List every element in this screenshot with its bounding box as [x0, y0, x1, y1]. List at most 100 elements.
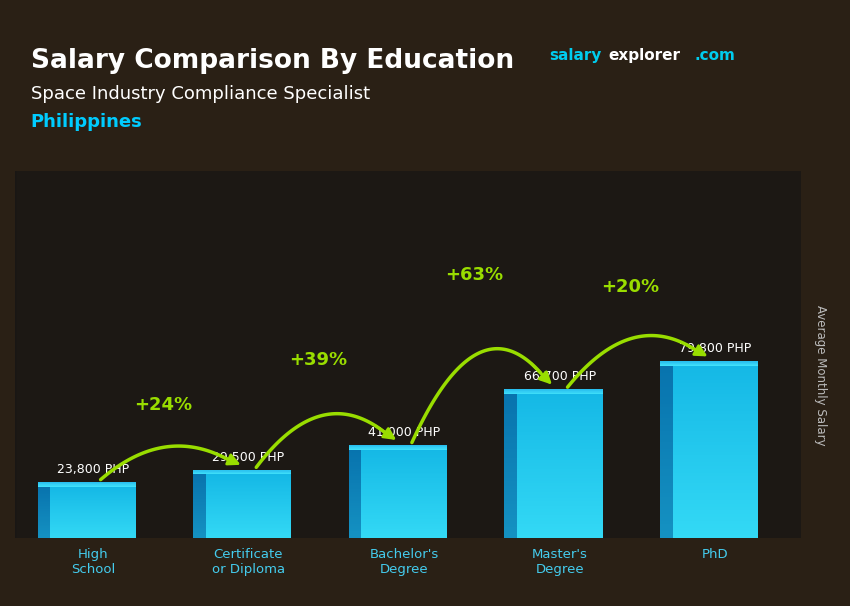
Bar: [193, 493, 206, 494]
Bar: [37, 487, 50, 489]
Bar: [660, 393, 672, 397]
Bar: [37, 512, 50, 513]
Bar: [361, 511, 447, 513]
Bar: [193, 483, 206, 485]
Bar: [517, 483, 603, 486]
Bar: [348, 501, 361, 502]
Bar: [361, 468, 447, 471]
Bar: [505, 431, 517, 435]
Bar: [517, 498, 603, 501]
Bar: [50, 488, 136, 490]
Bar: [361, 501, 447, 502]
Bar: [660, 472, 672, 476]
Bar: [505, 390, 603, 395]
Bar: [517, 434, 603, 438]
Bar: [348, 479, 361, 481]
Bar: [50, 486, 136, 488]
Bar: [361, 495, 447, 498]
Bar: [348, 502, 361, 504]
Bar: [348, 504, 361, 506]
Bar: [672, 365, 758, 370]
Bar: [517, 411, 603, 415]
Bar: [505, 428, 517, 431]
Bar: [672, 531, 758, 534]
Bar: [50, 504, 136, 505]
Bar: [206, 520, 292, 522]
Bar: [193, 533, 206, 534]
Bar: [193, 518, 206, 520]
Bar: [517, 534, 603, 538]
Bar: [361, 518, 447, 521]
Bar: [193, 516, 206, 518]
Bar: [348, 454, 361, 457]
Bar: [672, 490, 758, 493]
Bar: [505, 494, 517, 498]
Bar: [206, 521, 292, 523]
Bar: [37, 508, 50, 509]
Bar: [660, 496, 672, 500]
Bar: [672, 386, 758, 390]
Bar: [348, 478, 361, 480]
Bar: [672, 373, 758, 376]
Bar: [348, 474, 361, 476]
Bar: [206, 482, 292, 484]
Bar: [361, 525, 447, 527]
Bar: [660, 438, 672, 442]
Bar: [206, 498, 292, 500]
Bar: [505, 425, 517, 429]
Bar: [348, 514, 361, 517]
Bar: [505, 448, 517, 451]
Bar: [505, 391, 603, 392]
Bar: [505, 408, 517, 411]
Bar: [50, 507, 136, 508]
Bar: [660, 482, 672, 487]
Bar: [206, 506, 292, 507]
Bar: [193, 474, 206, 476]
Bar: [361, 509, 447, 511]
Bar: [361, 460, 447, 462]
Bar: [672, 400, 758, 404]
Bar: [206, 490, 292, 492]
Text: +24%: +24%: [133, 396, 192, 415]
Bar: [37, 490, 50, 492]
Bar: [660, 527, 672, 531]
Bar: [348, 522, 361, 524]
Bar: [193, 498, 206, 500]
Bar: [348, 490, 361, 492]
Bar: [660, 486, 672, 490]
Bar: [193, 524, 206, 525]
Bar: [50, 514, 136, 516]
Bar: [50, 527, 136, 529]
Bar: [517, 486, 603, 489]
Bar: [505, 511, 517, 515]
Bar: [206, 530, 292, 531]
Bar: [517, 405, 603, 408]
Bar: [361, 505, 447, 508]
Bar: [361, 513, 447, 515]
Bar: [50, 496, 136, 497]
Bar: [193, 478, 206, 479]
Bar: [517, 521, 603, 524]
Bar: [206, 487, 292, 488]
Bar: [672, 451, 758, 456]
Bar: [505, 523, 517, 527]
Bar: [37, 494, 50, 496]
Bar: [50, 498, 136, 499]
Bar: [660, 441, 672, 445]
Bar: [206, 504, 292, 506]
Bar: [517, 408, 603, 411]
Bar: [672, 441, 758, 445]
Bar: [50, 499, 136, 501]
Bar: [505, 442, 517, 446]
Bar: [505, 434, 517, 438]
Bar: [37, 525, 50, 527]
Bar: [37, 509, 50, 510]
Bar: [517, 414, 603, 418]
Bar: [660, 493, 672, 497]
Bar: [50, 521, 136, 522]
Bar: [517, 506, 603, 509]
Bar: [361, 451, 447, 453]
Bar: [505, 465, 517, 469]
Bar: [660, 468, 672, 473]
Bar: [505, 521, 517, 524]
